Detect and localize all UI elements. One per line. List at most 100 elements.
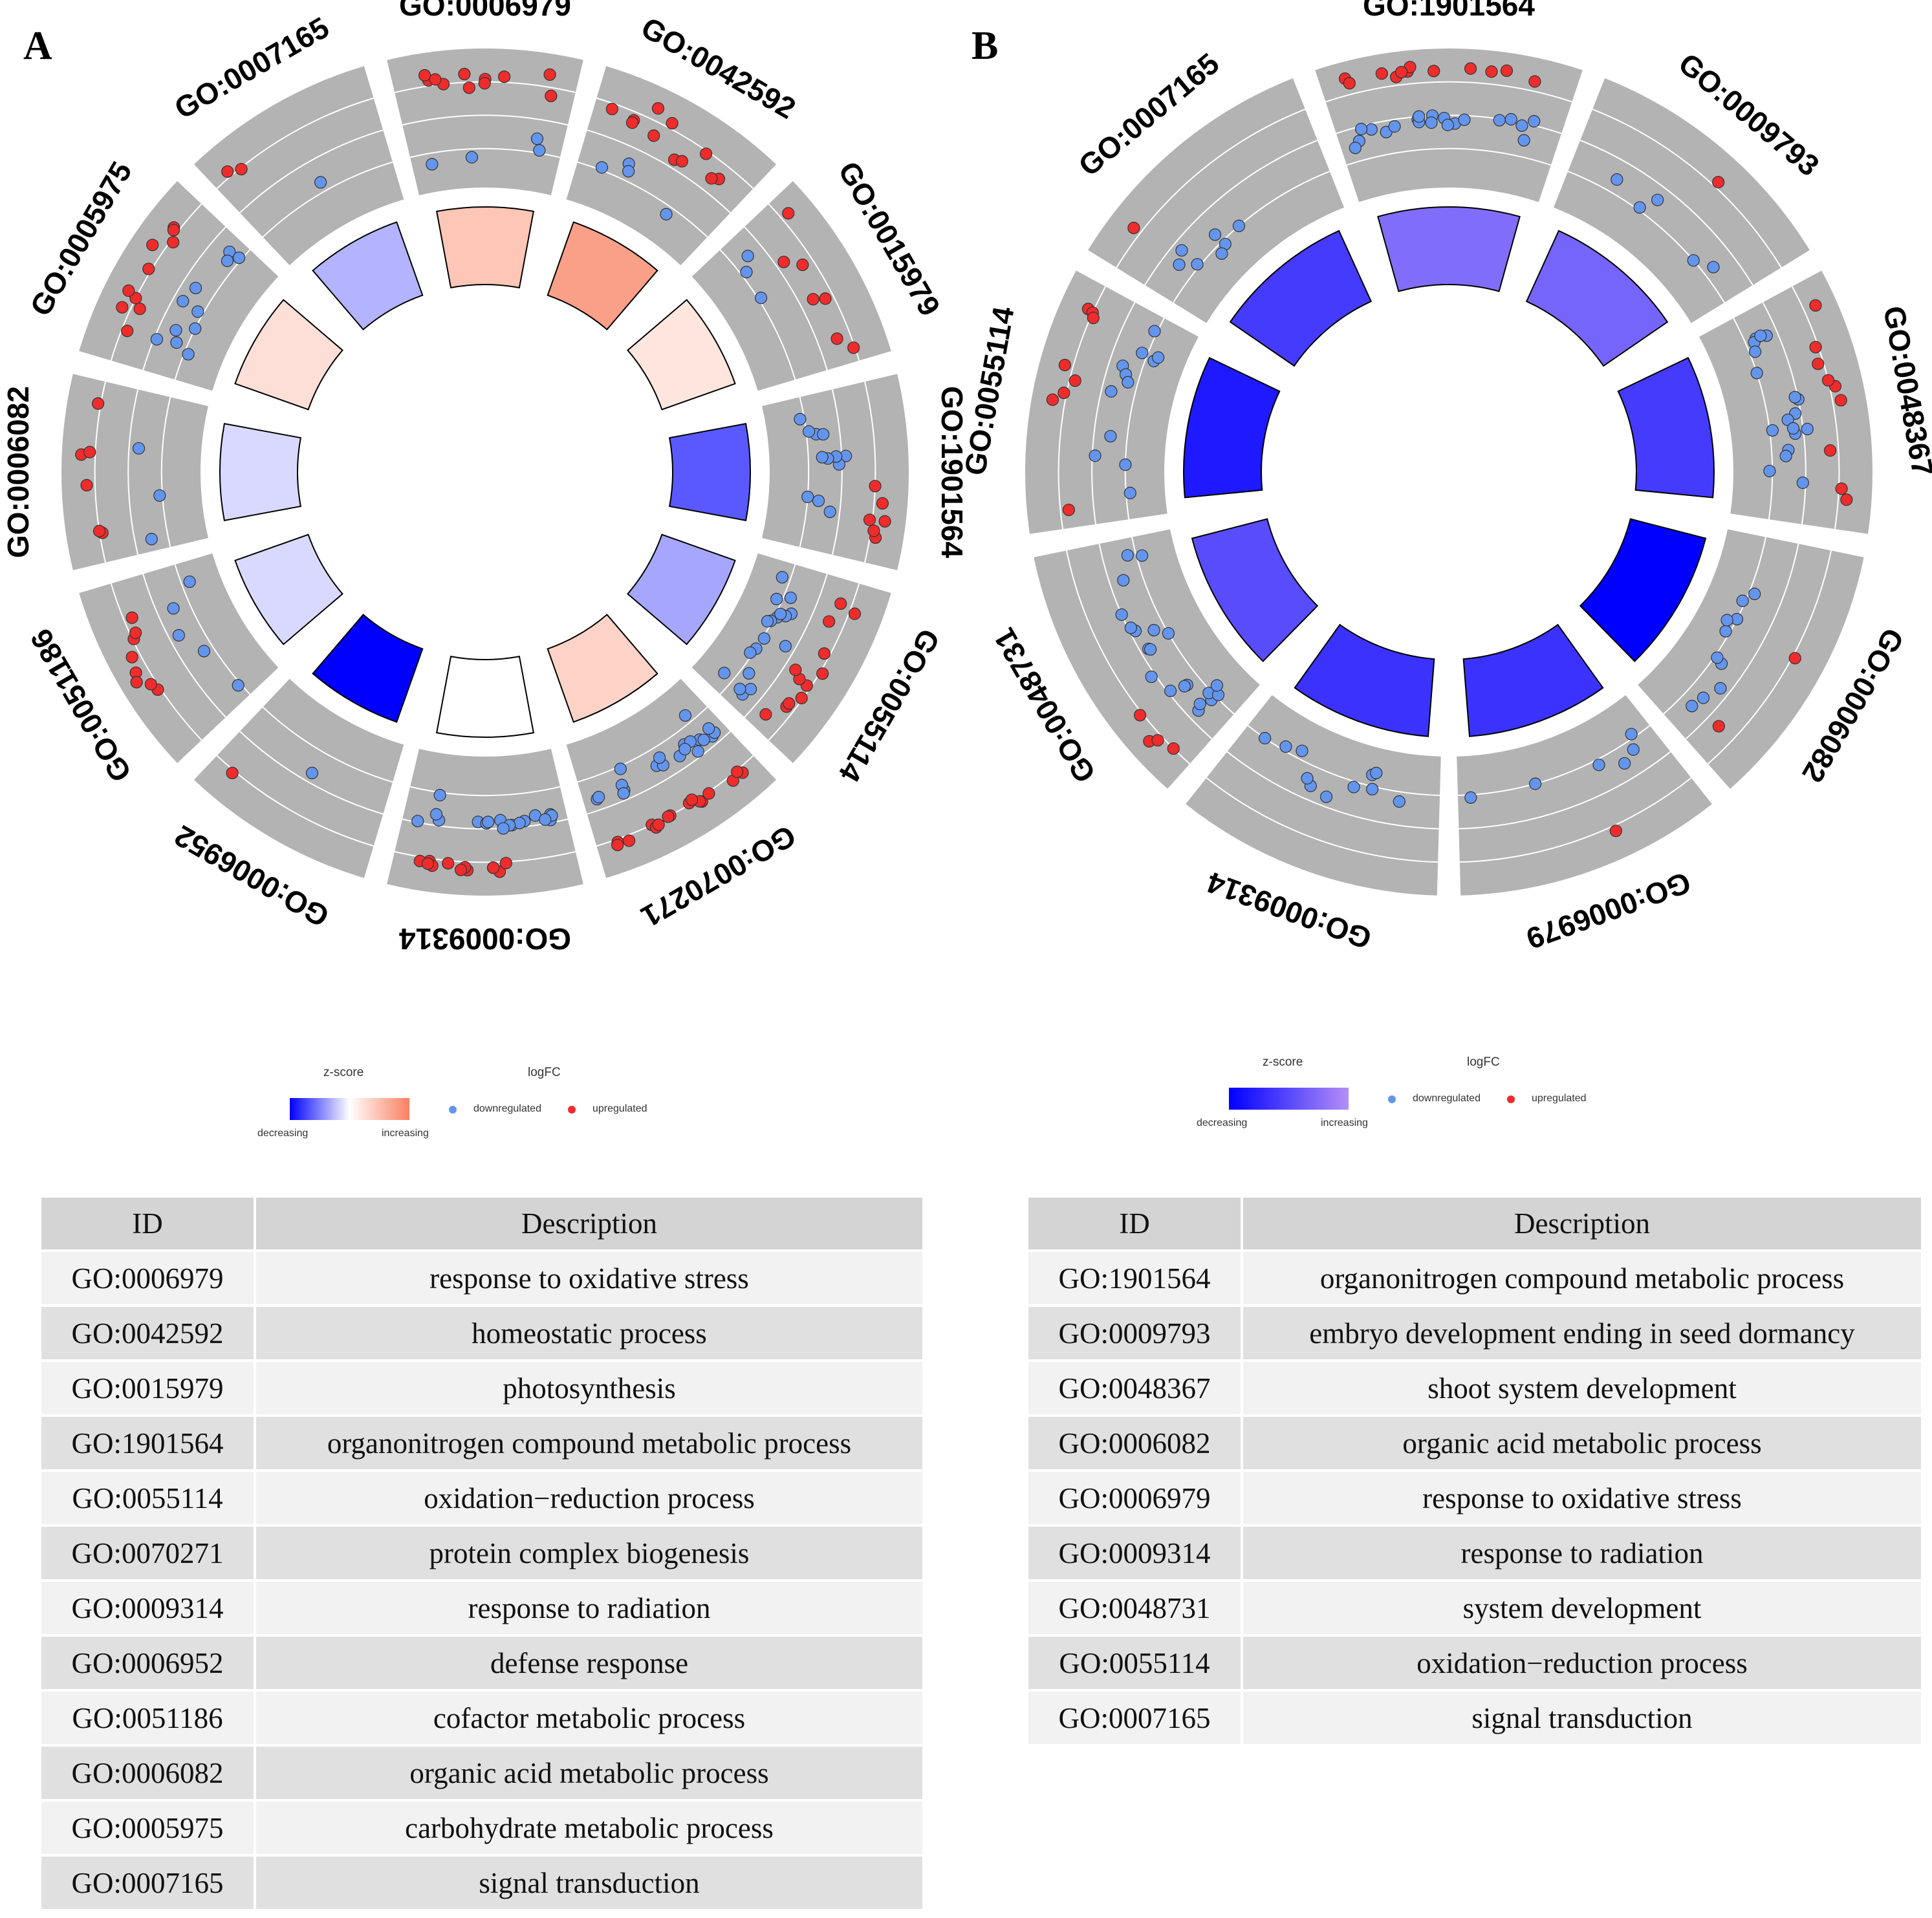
upregulated-point	[1809, 341, 1822, 354]
downregulated-point	[497, 822, 510, 835]
track-gridline	[1206, 777, 1438, 863]
go-table-b: ID Description GO:1901564 organonitrogen …	[1028, 1195, 1921, 1747]
table-row: GO:0005975 carbohydrate metabolic process	[41, 1802, 922, 1854]
upregulated-point	[652, 818, 665, 831]
downregulated-point	[1121, 549, 1134, 562]
downregulated-point	[740, 266, 753, 279]
scatter-track	[1186, 695, 1441, 896]
upregulated-point	[1087, 312, 1100, 325]
downregulated-point	[1711, 651, 1724, 664]
upregulated-point	[847, 341, 860, 354]
downregulated-point	[426, 158, 439, 171]
downregulated-point	[1104, 429, 1117, 443]
zscore-low-label: decreasing	[1197, 1117, 1248, 1128]
downregulated-point	[817, 427, 830, 441]
table-row: GO:0006979 response to oxidative stress	[1028, 1472, 1921, 1524]
downregulated-point	[1592, 759, 1605, 771]
zscore-gradient-bar	[290, 1098, 409, 1120]
downregulated-point	[1748, 587, 1761, 601]
downregulated-point	[779, 640, 792, 652]
zscore-bar	[234, 299, 343, 411]
upregulated-point	[823, 615, 836, 628]
downregulated-point	[1178, 680, 1191, 693]
cell-go-id: GO:0009793	[1028, 1307, 1243, 1359]
upregulated-point	[647, 129, 660, 142]
upregulated-point	[429, 73, 442, 86]
track-gridline	[1459, 777, 1692, 863]
track-gridline	[127, 389, 139, 555]
go-segment: GO:0006979	[387, 0, 583, 289]
upregulated-point	[92, 524, 106, 537]
downregulated-point	[660, 208, 673, 221]
upregulated-point	[1395, 65, 1408, 79]
cell-go-id: GO:1901564	[1028, 1252, 1243, 1304]
downregulated-point	[1136, 549, 1149, 562]
upregulated-point	[221, 165, 234, 178]
upregulated-point	[442, 857, 455, 870]
downregulated-label: downregulated	[1413, 1093, 1481, 1104]
upregulated-dot	[1507, 1095, 1515, 1103]
cell-description: response to oxidative stress	[1243, 1472, 1921, 1524]
zscore-legend-title: z-score	[323, 1066, 364, 1079]
table-row: GO:0055114 oxidation−reduction process	[41, 1472, 922, 1524]
downregulated-point	[622, 165, 635, 178]
upregulated-point	[777, 255, 790, 268]
downregulated-point	[1788, 391, 1801, 404]
downregulated-point	[513, 817, 526, 830]
downregulated-point	[1117, 574, 1130, 587]
scatter-track	[1638, 529, 1864, 789]
zscore-bar	[219, 422, 302, 522]
cell-go-id: GO:0006082	[1028, 1417, 1243, 1469]
table-row: GO:0009793 embryo development ending in s…	[1028, 1307, 1921, 1359]
downregulated-point	[1152, 351, 1165, 364]
upregulated-point	[789, 663, 802, 676]
track-gridline	[1098, 543, 1213, 740]
table-row: GO:0007165 signal transduction	[41, 1857, 922, 1909]
downregulated-point	[1388, 120, 1401, 133]
scatter-track	[193, 678, 404, 878]
upregulated-point	[1528, 75, 1541, 88]
downregulated-point	[1215, 247, 1228, 260]
go-segment: GO:0006082	[1, 374, 302, 570]
go-segment: GO:0055114	[958, 270, 1281, 534]
upregulated-point	[1069, 374, 1081, 387]
downregulated-label: downregulated	[473, 1103, 541, 1114]
downregulated-point	[691, 745, 704, 758]
track-gridline	[216, 97, 374, 189]
upregulated-point	[226, 766, 239, 779]
cell-go-id: GO:0015979	[41, 1362, 256, 1414]
upregulated-point	[80, 479, 93, 491]
zscore-bar	[547, 221, 658, 330]
track-gridline	[1685, 543, 1799, 740]
zscore-legend-title: z-score	[1263, 1055, 1303, 1069]
downregulated-point	[1259, 731, 1272, 745]
upregulated-point	[666, 117, 678, 130]
downregulated-point	[150, 333, 164, 346]
track-gridline	[142, 226, 226, 371]
downregulated-point	[1493, 114, 1506, 127]
upregulated-point	[167, 235, 180, 249]
track-gridline	[262, 161, 393, 238]
scatter-track	[1088, 78, 1345, 323]
scatter-track	[79, 553, 279, 764]
downregulated-point	[1164, 684, 1177, 697]
track-gridline	[587, 129, 731, 213]
downregulated-point	[1136, 347, 1149, 360]
upregulated-point	[1375, 67, 1388, 80]
cell-go-id: GO:0006979	[41, 1252, 256, 1304]
upregulated-point	[1788, 652, 1801, 665]
downregulated-point	[1625, 727, 1638, 740]
track-gridline	[394, 850, 576, 863]
upregulated-point	[1485, 65, 1498, 78]
downregulated-point	[1786, 422, 1800, 435]
downregulated-point	[774, 607, 787, 621]
upregulated-point	[1343, 77, 1356, 90]
table-row: GO:0055114 oxidation−reduction process	[1028, 1637, 1921, 1689]
go-table-a: ID Description GO:0006979 response to oxi…	[41, 1195, 922, 1912]
downregulated-point	[1370, 766, 1383, 779]
upregulated-point	[133, 302, 146, 316]
downregulated-point	[1119, 458, 1132, 471]
cell-description: protein complex biogenesis	[256, 1527, 922, 1579]
go-segment: GO:1901564	[668, 374, 969, 570]
cell-description: signal transduction	[1243, 1692, 1921, 1744]
